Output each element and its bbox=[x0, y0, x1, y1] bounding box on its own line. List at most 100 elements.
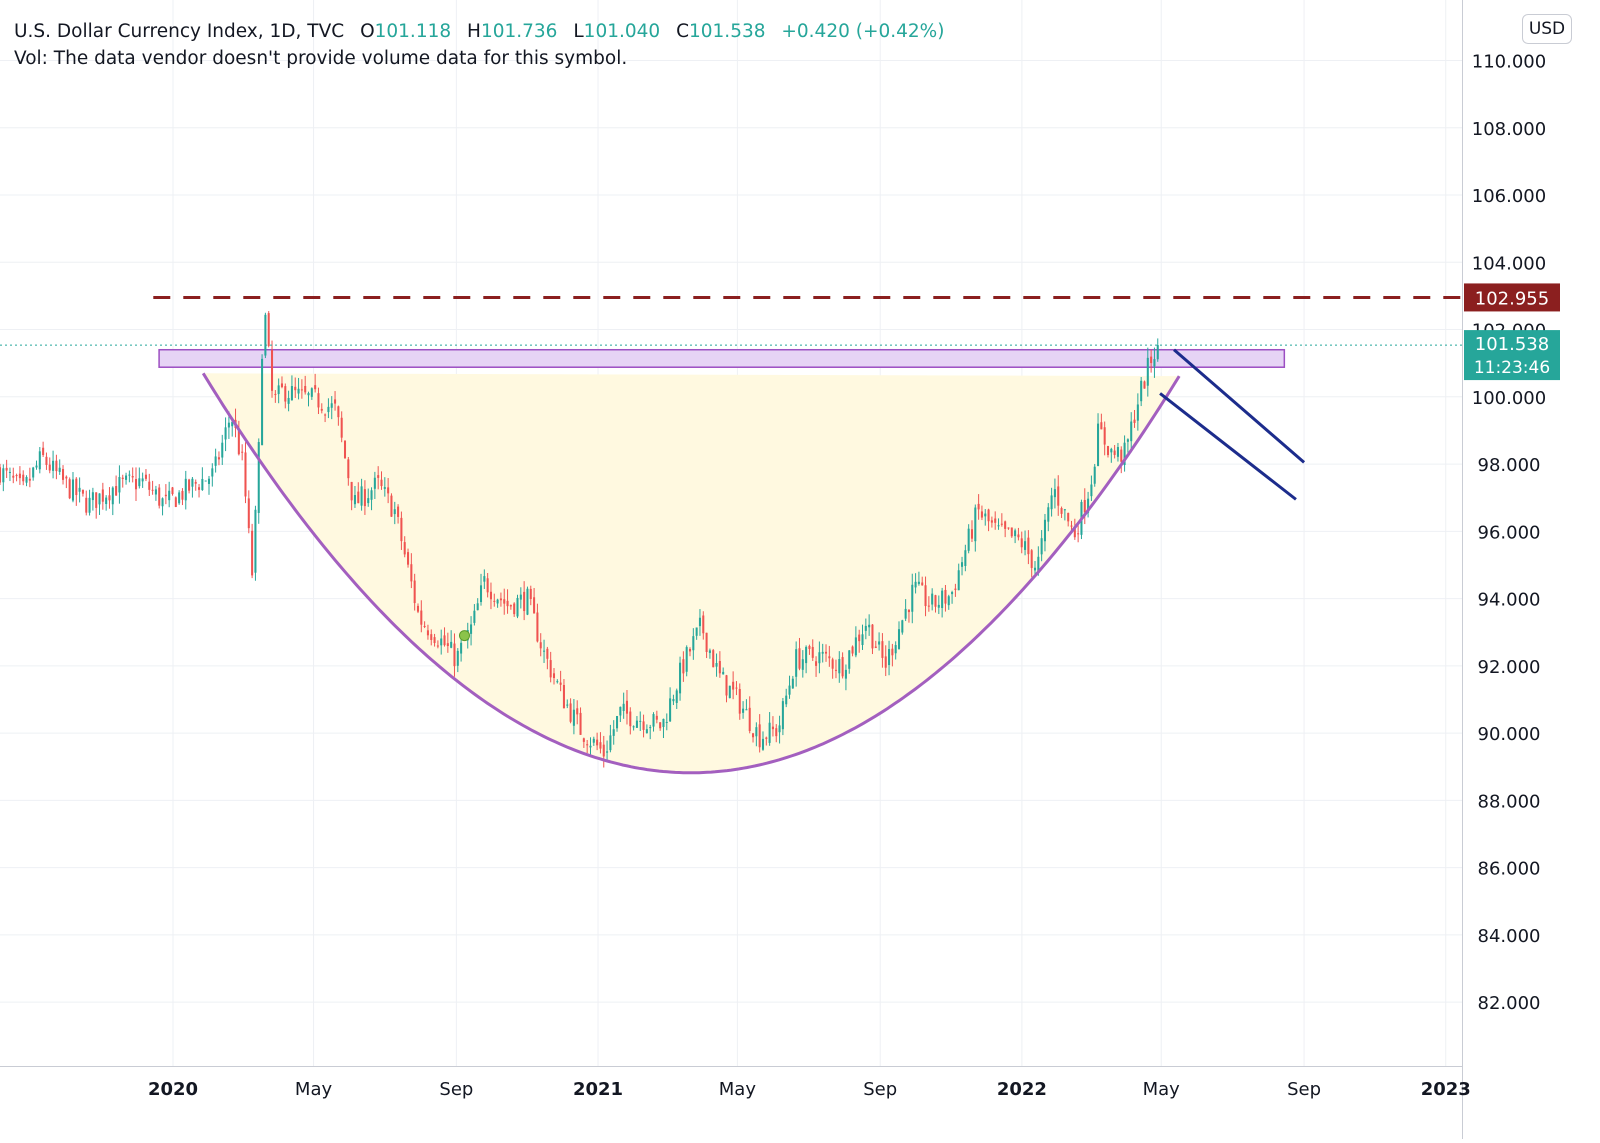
candle-body bbox=[536, 612, 539, 642]
candle-body bbox=[430, 634, 433, 640]
candle-body bbox=[290, 386, 293, 401]
candle-body bbox=[15, 475, 18, 477]
candle bbox=[1020, 531, 1023, 554]
candle bbox=[264, 312, 267, 359]
candle-body bbox=[785, 695, 788, 705]
candle bbox=[25, 475, 28, 487]
dashed-level-tag-bg bbox=[1464, 283, 1560, 312]
trend-line bbox=[1173, 348, 1306, 464]
candle bbox=[410, 553, 413, 589]
candle bbox=[314, 373, 317, 393]
candle-body bbox=[1097, 423, 1100, 466]
x-tick-label: Sep bbox=[439, 1079, 473, 1100]
candle-body bbox=[154, 489, 157, 495]
candle bbox=[576, 700, 579, 725]
candle-body bbox=[211, 468, 214, 477]
candle-body bbox=[977, 503, 980, 510]
candle-body bbox=[645, 729, 648, 734]
candle bbox=[350, 481, 353, 511]
candle-body bbox=[440, 638, 443, 646]
candle-body bbox=[695, 627, 698, 636]
candle bbox=[596, 732, 599, 751]
candle-body bbox=[144, 474, 147, 479]
candle bbox=[705, 632, 708, 659]
candle bbox=[891, 643, 894, 667]
candle bbox=[0, 463, 2, 486]
candle-body bbox=[198, 487, 201, 490]
candle bbox=[161, 497, 164, 516]
candle-body bbox=[1143, 381, 1146, 389]
candle bbox=[1007, 527, 1010, 530]
candle bbox=[261, 354, 264, 446]
candle bbox=[781, 697, 784, 736]
candle-body bbox=[101, 489, 104, 502]
candle bbox=[201, 467, 204, 491]
candle-body bbox=[951, 592, 954, 595]
candle-body bbox=[98, 493, 101, 505]
candle-body bbox=[728, 685, 731, 699]
candle-body bbox=[725, 675, 728, 696]
candle-body bbox=[1063, 509, 1066, 511]
candle-body bbox=[632, 726, 635, 728]
candle-body bbox=[861, 634, 864, 646]
candle bbox=[91, 487, 94, 511]
currency-button[interactable]: USD bbox=[1522, 14, 1572, 44]
candle bbox=[662, 718, 665, 739]
candle-body bbox=[18, 473, 21, 479]
candle bbox=[549, 651, 552, 683]
candle bbox=[85, 490, 88, 516]
candle bbox=[582, 737, 585, 748]
candle bbox=[55, 454, 58, 480]
candle bbox=[141, 472, 144, 488]
candle bbox=[470, 616, 473, 646]
candle-body bbox=[629, 711, 632, 727]
candle-body bbox=[479, 585, 483, 603]
candle bbox=[377, 466, 380, 490]
candle-body bbox=[526, 588, 529, 615]
close-label: C bbox=[676, 21, 689, 42]
low-value: 101.040 bbox=[583, 21, 661, 42]
candle bbox=[380, 471, 383, 490]
candle-body bbox=[732, 681, 735, 690]
candle bbox=[513, 602, 516, 617]
candle-body bbox=[619, 706, 622, 716]
candle bbox=[768, 712, 771, 746]
candles[interactable] bbox=[0, 311, 1159, 768]
candle bbox=[616, 715, 619, 732]
candle-body bbox=[669, 698, 672, 722]
candle bbox=[698, 609, 701, 636]
candle bbox=[503, 588, 506, 615]
candle bbox=[390, 493, 393, 517]
candle-body bbox=[964, 550, 967, 566]
candle-body bbox=[788, 685, 791, 695]
candle-body bbox=[178, 492, 181, 504]
candle bbox=[450, 630, 453, 649]
candle bbox=[58, 459, 61, 475]
candle bbox=[221, 434, 224, 465]
candle-body bbox=[22, 474, 25, 482]
candle bbox=[821, 643, 824, 663]
candle-body bbox=[1110, 448, 1113, 453]
candle-body bbox=[327, 406, 330, 413]
candle-body bbox=[639, 720, 642, 722]
axes: 110.000108.000106.000104.000102.000100.0… bbox=[0, 0, 1560, 1139]
candle bbox=[659, 722, 662, 731]
candle bbox=[529, 585, 532, 606]
candle-body bbox=[625, 700, 629, 714]
candle bbox=[334, 391, 337, 411]
y-tick-label: 84.000 bbox=[1478, 926, 1541, 947]
candle bbox=[347, 457, 350, 486]
y-tick-label: 90.000 bbox=[1478, 724, 1541, 745]
candle bbox=[980, 505, 983, 521]
candle bbox=[967, 524, 970, 554]
candle bbox=[1116, 442, 1119, 462]
candle bbox=[990, 516, 993, 528]
candle-body bbox=[310, 388, 313, 397]
candle-body bbox=[204, 480, 207, 482]
candle bbox=[251, 523, 254, 579]
candle-body bbox=[997, 525, 1000, 527]
candle-body bbox=[1050, 495, 1053, 510]
candle bbox=[775, 724, 778, 743]
